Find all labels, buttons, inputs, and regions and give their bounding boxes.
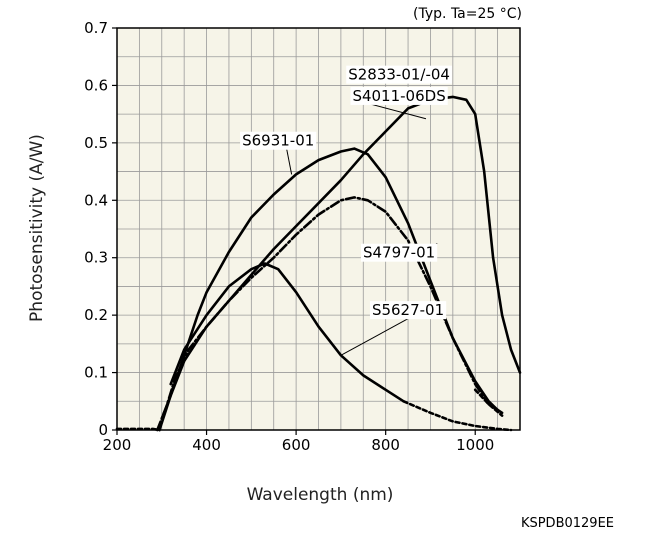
x-ticks: 200 400 600 800 1000: [103, 430, 494, 454]
y-tick-label: 0.1: [84, 364, 108, 382]
series-annotation: S6931-01: [240, 131, 317, 150]
series-annotation-box: [350, 86, 448, 105]
y-tick-label: 0.3: [84, 249, 108, 267]
plot-frame: [116, 27, 521, 431]
series-annotation: S5627-01: [369, 301, 447, 320]
series-annotation-label: S4011-06DS: [352, 87, 445, 105]
series-annotation: S4797-01: [360, 243, 438, 262]
series-annotation-box: [240, 131, 317, 150]
y-ticks: 0 0.1 0.2 0.3 0.4 0.5 0.6 0.7: [84, 19, 117, 439]
series-annotation-label: S5627-01: [372, 301, 444, 319]
series-annotation-label: S2833-01/-04: [348, 66, 450, 84]
series-layer: [115, 95, 522, 432]
leader-line: [340, 317, 411, 356]
y-tick-label: 0.7: [84, 19, 108, 37]
annotations: S2833-01/-04 S4011-06DS S6931-01 S4797-01 S5…: [240, 65, 452, 320]
y-axis-title: Photosensitivity (A/W): [27, 134, 47, 322]
series-line-s5627-01: [402, 400, 513, 432]
series-annotation-box: [369, 301, 447, 320]
grid: [117, 28, 520, 430]
x-tick-label: 800: [371, 436, 400, 454]
y-tick-label: 0.2: [84, 306, 108, 324]
series-annotation: S2833-01/-04: [346, 65, 452, 84]
x-tick-label: 1000: [456, 436, 494, 454]
x-tick-label: 600: [282, 436, 311, 454]
condition-note: (Typ. Ta=25 °C): [413, 6, 522, 22]
series-annotation-box: [360, 243, 438, 262]
y-tick-label: 0.5: [84, 134, 108, 152]
series-annotation-label: S4797-01: [363, 244, 435, 262]
y-tick-label: 0: [98, 421, 108, 439]
x-tick-label: 400: [192, 436, 221, 454]
figure-code: KSPDB0129EE: [521, 516, 614, 531]
y-tick-label: 0.6: [84, 76, 108, 94]
series-line-s5627-01: [169, 262, 405, 403]
series-annotation-box: [346, 65, 452, 84]
x-tick-label: 200: [103, 436, 132, 454]
series-annotation: S4011-06DS: [350, 86, 448, 105]
series-line-unnamed-6: [473, 388, 504, 417]
y-tick-label: 0.4: [84, 191, 108, 209]
series-annotation-label: S6931-01: [242, 132, 314, 150]
series-line-s4797-01: [156, 196, 504, 432]
x-axis-title: Wavelength (nm): [247, 485, 394, 505]
